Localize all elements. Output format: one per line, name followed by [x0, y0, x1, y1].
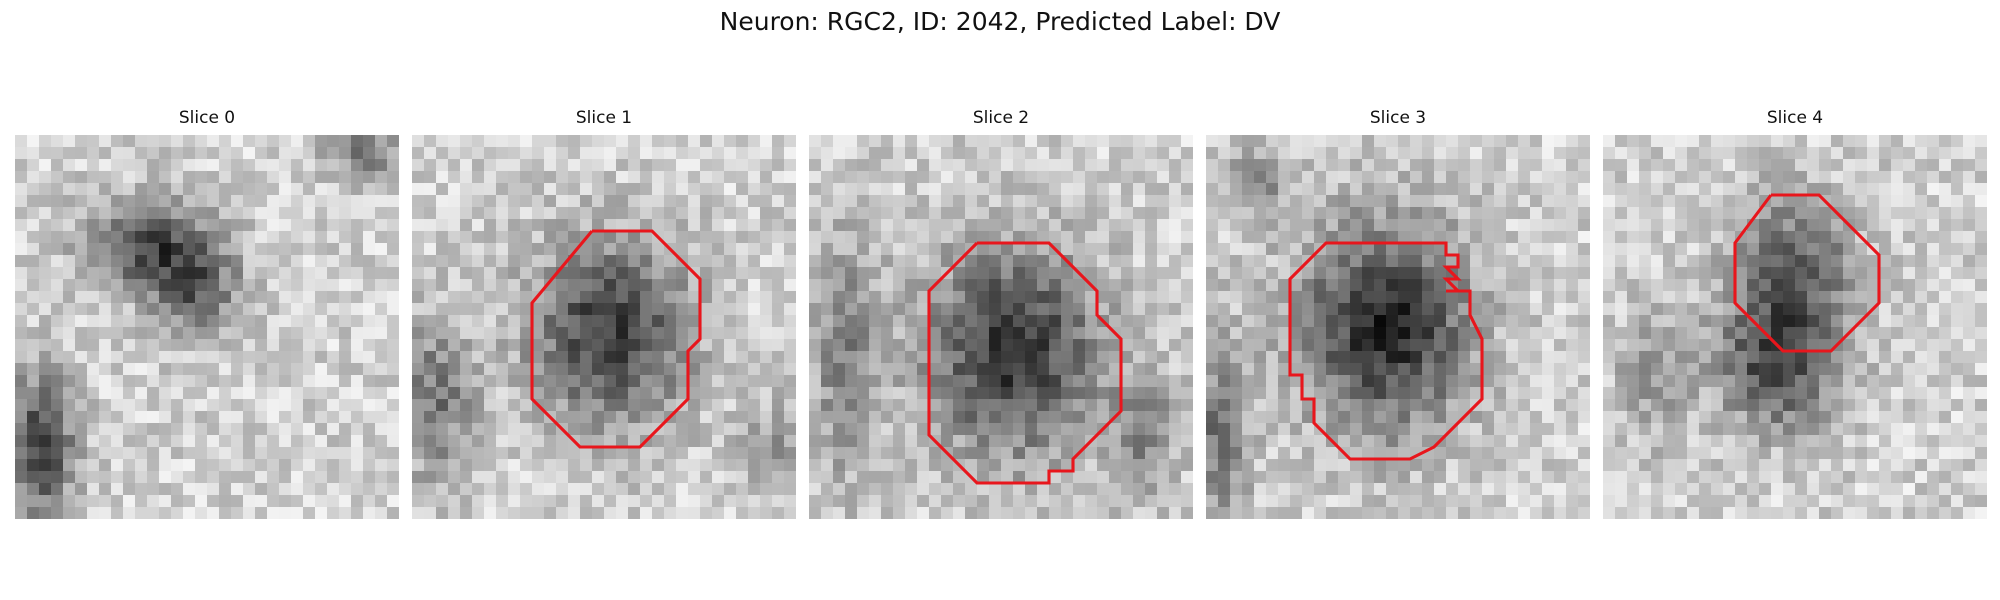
- cell-contour: [1733, 193, 1881, 353]
- slice-title-3: Slice 3: [1369, 108, 1427, 128]
- slice-title-2: Slice 2: [972, 108, 1030, 128]
- slice-image-3: [1206, 135, 1590, 519]
- figure-title: Neuron: RGC2, ID: 2042, Predicted Label:…: [719, 7, 1281, 36]
- cell-contour: [530, 229, 702, 449]
- slice-image-0: [15, 135, 399, 519]
- slice-title-4: Slice 4: [1766, 108, 1824, 128]
- cell-contour: [1288, 241, 1484, 461]
- slice-title-0: Slice 0: [178, 108, 236, 128]
- slice-image-2: [809, 135, 1193, 519]
- slice-image-1: [412, 135, 796, 519]
- slice-title-1: Slice 1: [575, 108, 633, 128]
- slice-image-4: [1603, 135, 1987, 519]
- cell-contour: [927, 241, 1123, 485]
